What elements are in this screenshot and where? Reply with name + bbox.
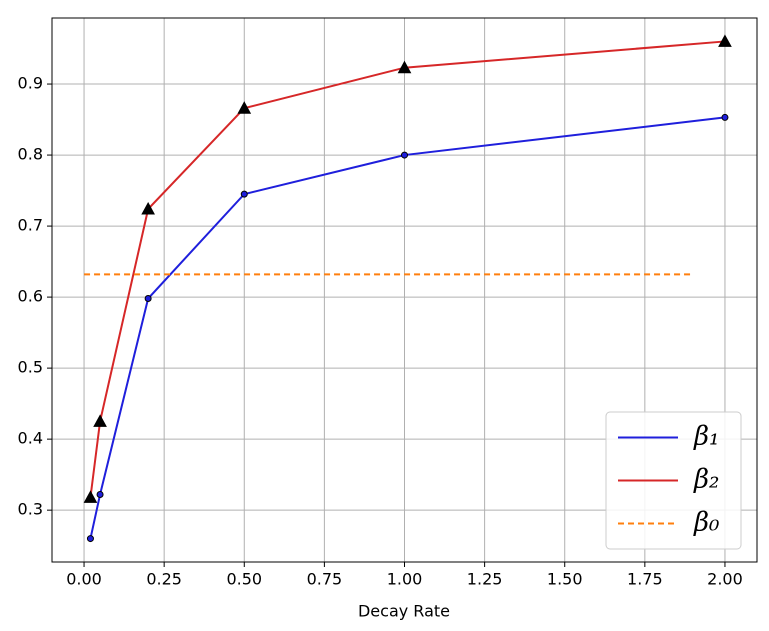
- x-tick-label: 1.00: [387, 570, 423, 589]
- point: [397, 60, 412, 74]
- point: [96, 491, 104, 499]
- x-tick-label: 1.50: [547, 570, 583, 589]
- point: [237, 101, 252, 114]
- y-tick-label: 0.8: [18, 145, 43, 164]
- legend-label: β₀: [693, 508, 720, 538]
- x-axis-label: Decay Rate: [358, 602, 450, 621]
- x-tick-label: 2.00: [707, 570, 743, 589]
- legend-label: β₁: [693, 422, 719, 452]
- legend-label: β₂: [693, 465, 719, 495]
- point: [721, 113, 729, 121]
- x-tick-label: 1.25: [467, 570, 503, 589]
- x-tick-label: 0.50: [226, 570, 262, 589]
- y-tick-label: 0.9: [18, 74, 43, 93]
- point: [93, 414, 107, 427]
- x-tick-label: 0.75: [307, 570, 343, 589]
- point: [83, 490, 98, 503]
- point: [141, 201, 155, 215]
- point: [144, 295, 152, 303]
- point: [240, 190, 248, 198]
- x-tick-label: 1.75: [627, 570, 663, 589]
- y-tick-label: 0.3: [18, 500, 43, 519]
- x-tick-label: 0.00: [66, 570, 102, 589]
- y-tick-label: 0.7: [18, 216, 43, 235]
- y-tick-label: 0.4: [18, 429, 43, 448]
- series-line: [89, 40, 726, 498]
- x-tick-label: 0.25: [146, 570, 182, 589]
- y-tick-label: 0.6: [18, 287, 43, 306]
- point: [718, 34, 732, 47]
- y-tick-label: 0.5: [18, 358, 43, 377]
- series-line: [89, 116, 726, 539]
- point: [86, 535, 94, 543]
- point: [401, 151, 408, 159]
